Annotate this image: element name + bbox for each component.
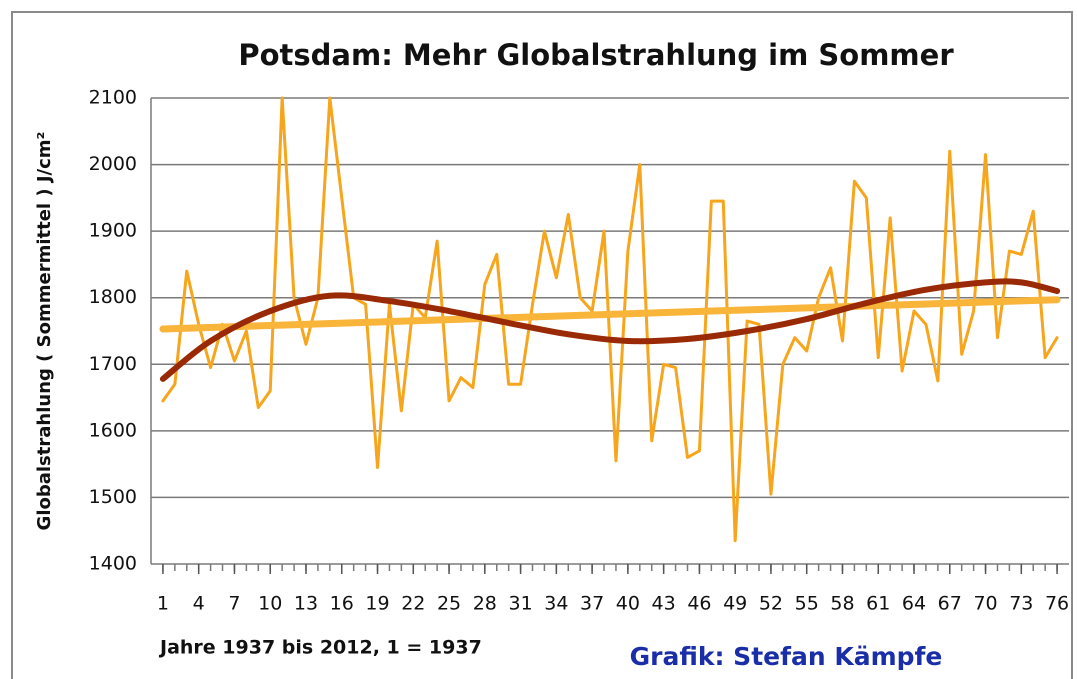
x-tick-label: 22 bbox=[401, 593, 425, 615]
x-tick-label: 49 bbox=[723, 593, 747, 615]
x-tick-label: 37 bbox=[580, 593, 604, 615]
x-tick-label: 70 bbox=[973, 593, 997, 615]
x-tick-label: 7 bbox=[228, 593, 240, 615]
x-tick-label: 31 bbox=[508, 593, 532, 615]
x-tick-label: 1 bbox=[157, 593, 169, 615]
x-tick-label: 34 bbox=[544, 593, 568, 615]
y-tick-label: 1400 bbox=[89, 553, 137, 575]
y-tick-label: 1500 bbox=[89, 486, 137, 508]
x-tick-label: 61 bbox=[866, 593, 890, 615]
series-line bbox=[159, 296, 1061, 333]
x-tick-label: 43 bbox=[652, 593, 676, 615]
x-tick-label: 25 bbox=[437, 593, 461, 615]
x-tick-label: 13 bbox=[294, 593, 318, 615]
x-tick-label: 73 bbox=[1009, 593, 1033, 615]
x-axis-label: Jahre 1937 bis 2012, 1 = 1937 bbox=[158, 637, 482, 659]
x-tick-label: 52 bbox=[759, 593, 783, 615]
x-tick-label: 19 bbox=[365, 593, 389, 615]
y-tick-label: 2000 bbox=[89, 153, 137, 175]
x-tick-label: 67 bbox=[938, 593, 962, 615]
y-tick-label: 1600 bbox=[89, 419, 137, 441]
x-tick-label: 58 bbox=[830, 593, 854, 615]
chart-title: Potsdam: Mehr Globalstrahlung im Sommer bbox=[238, 38, 954, 72]
y-tick-label: 1900 bbox=[89, 220, 137, 242]
x-tick-label: 40 bbox=[616, 593, 640, 615]
x-tick-label: 4 bbox=[193, 593, 205, 615]
x-tick-label: 76 bbox=[1045, 593, 1069, 615]
y-tick-label: 1800 bbox=[89, 286, 137, 308]
series-line bbox=[159, 278, 1061, 382]
y-axis-label: Globalstrahlung ( Sommermittel ) J/cm² bbox=[34, 132, 55, 531]
y-tick-label: 1700 bbox=[89, 353, 137, 375]
x-tick-label: 10 bbox=[258, 593, 282, 615]
credit: Grafik: Stefan Kämpfe bbox=[630, 642, 943, 671]
x-tick-label: 64 bbox=[902, 593, 926, 615]
x-tick-label: 55 bbox=[795, 593, 819, 615]
x-tick-label: 16 bbox=[330, 593, 354, 615]
x-tick-label: 28 bbox=[473, 593, 497, 615]
x-tick-label: 46 bbox=[687, 593, 711, 615]
chart-frame bbox=[11, 11, 1073, 679]
y-tick-label: 2100 bbox=[89, 87, 137, 109]
